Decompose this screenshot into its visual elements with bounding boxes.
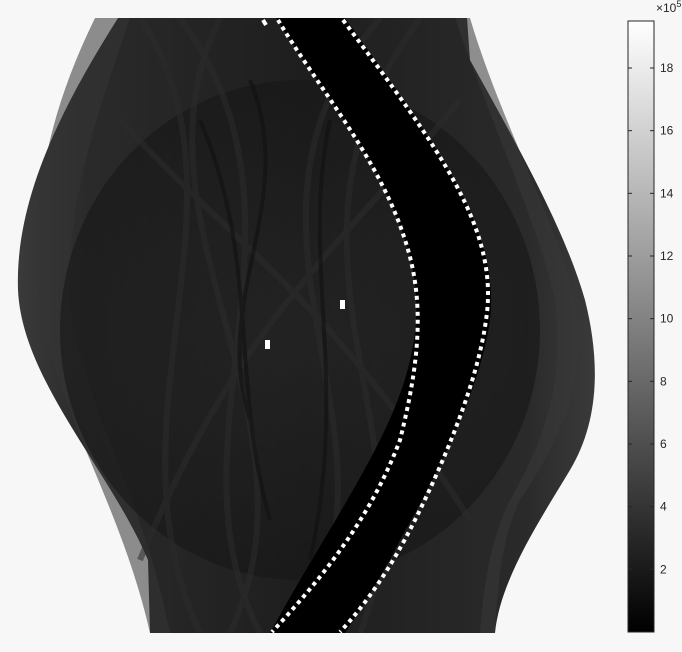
colorbar-gradient [627,20,655,633]
colorbar-tick-label: 6 [660,437,667,451]
dark-band [270,18,492,633]
colorbar-tick-label: 14 [660,186,674,200]
colorbar: 2 4 6 8 10 12 14 16 18 ×105 [627,0,681,633]
colorbar-tick-label: 16 [660,124,674,138]
colorbar-multiplier: ×105 [656,0,681,15]
sinogram-panel [0,18,615,633]
colorbar-tick-label: 18 [660,61,674,75]
colorbar-multiplier-exponent: 5 [676,0,681,9]
colorbar-ticks: 2 4 6 8 10 12 14 16 18 [628,61,674,576]
colorbar-tick-label: 12 [660,249,674,263]
marker-traces [261,18,491,633]
colorbar-tick-label: 4 [660,500,667,514]
colorbar-tick-label: 2 [660,562,667,576]
colorbar-tick-label: 8 [660,374,667,388]
colorbar-tick-label: 10 [660,312,674,326]
